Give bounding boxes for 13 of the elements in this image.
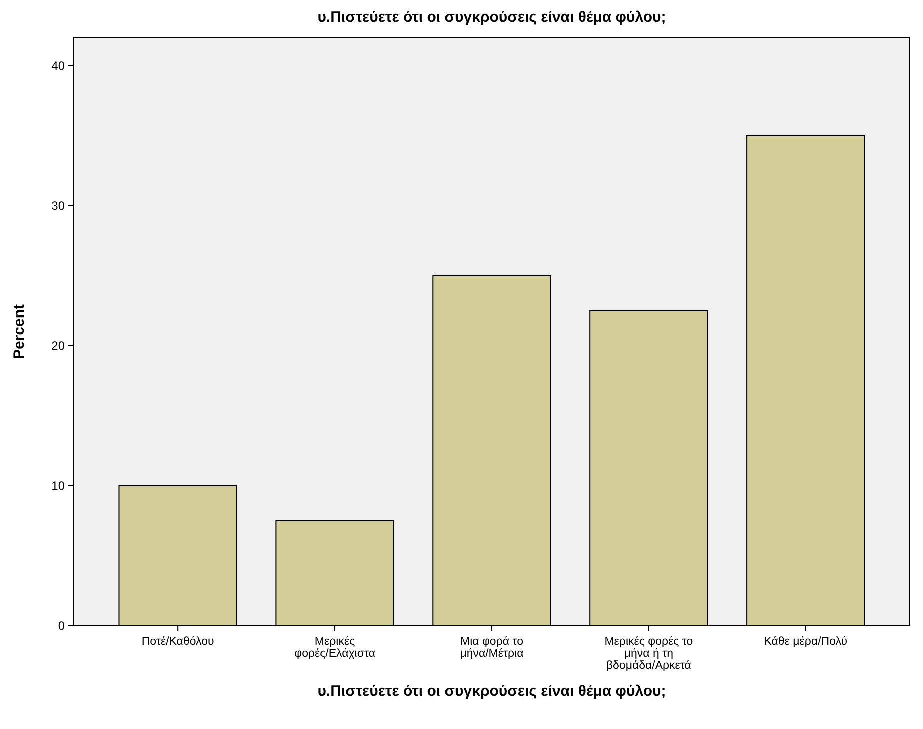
x-tick-label: Μια φορά το μήνα/Μέτρια <box>460 636 524 660</box>
y-tick-label: 20 <box>52 339 66 354</box>
x-axis-title: υ.Πιστεύετε ότι οι συγκρούσεις είναι θέμα φύλου; <box>318 683 666 700</box>
chart-title: υ.Πιστεύετε ότι οι συγκρούσεις είναι θέμα φύλου; <box>318 9 666 26</box>
y-tick-label: 40 <box>52 59 66 74</box>
y-tick-label: 0 <box>58 619 66 634</box>
x-tick-label: Μερικές φορές το μήνα ή τη βδομάδα/Αρκετά <box>604 636 694 672</box>
y-tick-label: 30 <box>52 199 66 214</box>
y-axis-title: Percent <box>11 304 28 360</box>
y-tick-label: 10 <box>52 479 66 494</box>
x-tick-label: Κάθε μέρα/Πολύ <box>764 636 848 648</box>
x-tick-label: Μερικές φορές/Ελάχιστα <box>294 636 376 660</box>
x-tick-label: Ποτέ/Καθόλου <box>142 636 214 648</box>
